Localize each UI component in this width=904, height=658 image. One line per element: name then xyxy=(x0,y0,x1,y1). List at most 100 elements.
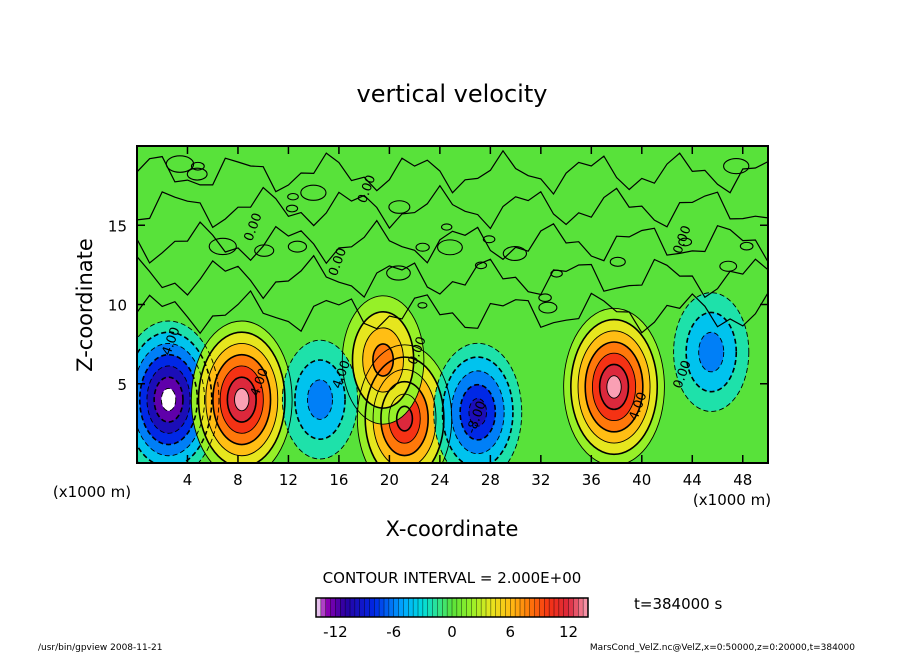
contour-line xyxy=(570,318,659,456)
contour-line xyxy=(137,289,768,335)
contour-line xyxy=(450,370,505,455)
contour-line xyxy=(606,375,622,399)
colorbar-cell xyxy=(340,598,346,617)
colorbar-cell xyxy=(568,598,574,617)
time-label: t=384000 s xyxy=(634,595,722,613)
contour-line xyxy=(723,157,750,175)
contour-line xyxy=(609,256,626,267)
colorbar-cell xyxy=(345,598,351,617)
contour-line xyxy=(474,261,488,270)
y-tick-label: 10 xyxy=(108,297,127,315)
field-level xyxy=(606,375,622,399)
colorbar-cell xyxy=(500,598,506,617)
colorbar-cell xyxy=(495,598,501,617)
contour-line xyxy=(673,292,750,412)
colorbar-cell xyxy=(461,598,467,617)
field-level xyxy=(698,332,724,372)
contour-line xyxy=(153,376,184,423)
colorbar-cell xyxy=(471,598,477,617)
y-tick-label: 5 xyxy=(117,376,127,394)
colorbar-cell xyxy=(534,598,540,617)
contour-line xyxy=(380,380,429,457)
field-level xyxy=(161,388,176,411)
x-tick-label: 4 xyxy=(183,471,193,489)
contour-line xyxy=(417,302,428,309)
contour-line xyxy=(591,352,637,422)
contour-line xyxy=(415,242,430,252)
contour-line xyxy=(739,241,754,251)
colorbar-cell xyxy=(422,598,429,617)
contour-line xyxy=(226,376,257,423)
colorbar-cell xyxy=(388,598,395,617)
contour-line xyxy=(205,343,279,457)
contour-line xyxy=(138,353,199,446)
field-level xyxy=(372,343,394,377)
x-tick-label: 12 xyxy=(279,471,298,489)
colorbar-cell xyxy=(456,598,463,617)
contour-line xyxy=(287,240,308,253)
x-tick-label: 20 xyxy=(380,471,399,489)
x-tick-label: 8 xyxy=(233,471,243,489)
extremum-6 xyxy=(282,340,358,459)
contour-line xyxy=(372,343,395,377)
contour-line xyxy=(190,161,205,171)
colorbar-cell xyxy=(418,598,424,617)
colorbar: -12 -6 0 6 12 xyxy=(315,597,589,641)
x-tick-label: 40 xyxy=(632,471,651,489)
colorbar-tick-label: -12 xyxy=(323,623,348,641)
contour-line xyxy=(137,254,768,300)
colorbar-tick-label: 6 xyxy=(506,623,516,641)
colorbar-cell xyxy=(325,598,331,617)
contour-line xyxy=(538,301,558,314)
colorbar-cell xyxy=(408,598,414,617)
contour-line xyxy=(287,192,299,201)
colorbar-cell xyxy=(369,598,375,617)
colorbar-cell xyxy=(578,598,584,617)
colorbar-cell xyxy=(320,598,327,617)
colorbar-cell xyxy=(481,598,487,617)
colorbar-cell xyxy=(563,598,569,617)
colorbar-cell xyxy=(335,598,341,617)
contour-line xyxy=(197,331,286,463)
y-tick-label: 15 xyxy=(108,217,127,235)
contour-line xyxy=(698,331,725,373)
contour-line xyxy=(395,405,414,432)
colorbar-cell xyxy=(364,598,370,617)
contour-line xyxy=(577,330,651,444)
extremum-5 xyxy=(563,308,665,463)
colorbar-cell xyxy=(413,598,419,617)
colorbar-cell xyxy=(432,598,438,617)
colorbar-cell xyxy=(427,598,433,617)
contour-line xyxy=(137,219,768,265)
contour-line xyxy=(137,331,213,463)
contour-line xyxy=(433,342,523,463)
contour-line xyxy=(459,383,497,441)
extremum-3 xyxy=(342,295,424,425)
colorbar-cell xyxy=(529,598,535,617)
colorbar-cell xyxy=(403,598,409,617)
colorbar-ticks: -12 -6 0 6 12 xyxy=(323,623,578,641)
colorbar-cell xyxy=(398,598,404,617)
contour-line xyxy=(190,320,293,463)
x-tick-label: 16 xyxy=(329,471,348,489)
colorbar-cell xyxy=(447,598,453,617)
contour-line xyxy=(137,149,768,196)
contour-line xyxy=(362,327,404,393)
colorbar-cell xyxy=(515,598,521,617)
contour-line xyxy=(719,260,738,272)
contour-interval-label: CONTOUR INTERVAL = 2.000E+00 xyxy=(323,569,582,587)
contour-line xyxy=(388,200,411,214)
chart-title: vertical velocity xyxy=(357,80,548,108)
contour-line xyxy=(137,320,220,463)
x-tick-label: 24 xyxy=(430,471,449,489)
x-tick-label: 48 xyxy=(733,471,752,489)
contour-line xyxy=(364,356,445,463)
contour-line xyxy=(294,359,346,440)
y-axis-label: Z-coordinate xyxy=(73,238,97,372)
colorbar-cell xyxy=(549,598,555,617)
contour-line xyxy=(441,356,514,463)
contour-line xyxy=(307,379,333,420)
colorbar-cell xyxy=(393,598,399,617)
y-axis-ticks: 5 10 15 xyxy=(108,217,768,394)
contour-line xyxy=(468,398,487,427)
